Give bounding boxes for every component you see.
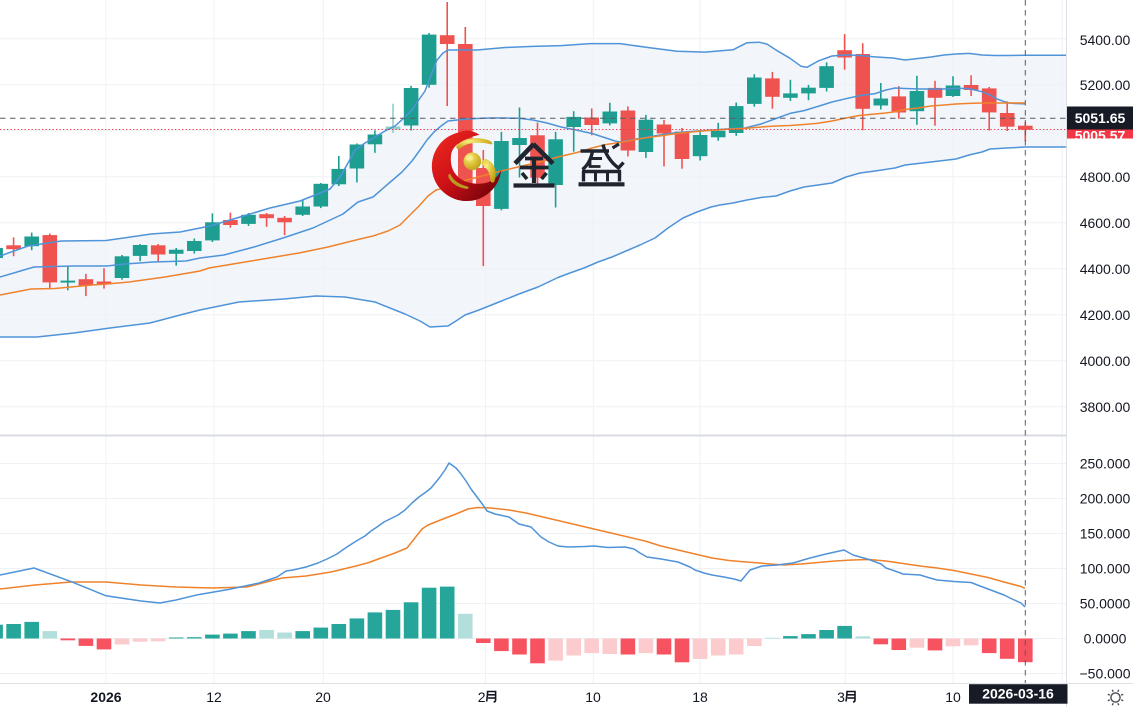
svg-text:0.0000: 0.0000: [1084, 631, 1127, 647]
svg-text:12: 12: [206, 689, 222, 705]
svg-text:4800.00: 4800.00: [1080, 169, 1131, 185]
svg-text:4400.00: 4400.00: [1080, 261, 1131, 277]
svg-text:4600.00: 4600.00: [1080, 215, 1131, 231]
svg-text:20: 20: [315, 689, 331, 705]
svg-text:2026-03-16: 2026-03-16: [982, 686, 1054, 702]
svg-text:250.000: 250.000: [1080, 456, 1131, 472]
svg-text:10: 10: [585, 689, 601, 705]
svg-text:4000.00: 4000.00: [1080, 353, 1131, 369]
svg-text:18: 18: [692, 689, 708, 705]
svg-text:−50.000: −50.000: [1080, 666, 1131, 682]
svg-text:200.000: 200.000: [1080, 491, 1131, 507]
svg-text:3800.00: 3800.00: [1080, 399, 1131, 415]
svg-text:5400.00: 5400.00: [1080, 32, 1131, 48]
svg-text:2: 2: [478, 689, 486, 705]
svg-text:5005.57: 5005.57: [1075, 128, 1126, 144]
svg-text:100.000: 100.000: [1080, 561, 1131, 577]
svg-text:150.000: 150.000: [1080, 526, 1131, 542]
svg-text:5200.00: 5200.00: [1080, 77, 1131, 93]
svg-text:10: 10: [945, 689, 961, 705]
svg-text:50.0000: 50.0000: [1080, 596, 1131, 612]
svg-text:5051.65: 5051.65: [1075, 110, 1126, 126]
svg-text:4200.00: 4200.00: [1080, 307, 1131, 323]
svg-text:3: 3: [837, 689, 845, 705]
svg-text:2026: 2026: [90, 689, 121, 705]
